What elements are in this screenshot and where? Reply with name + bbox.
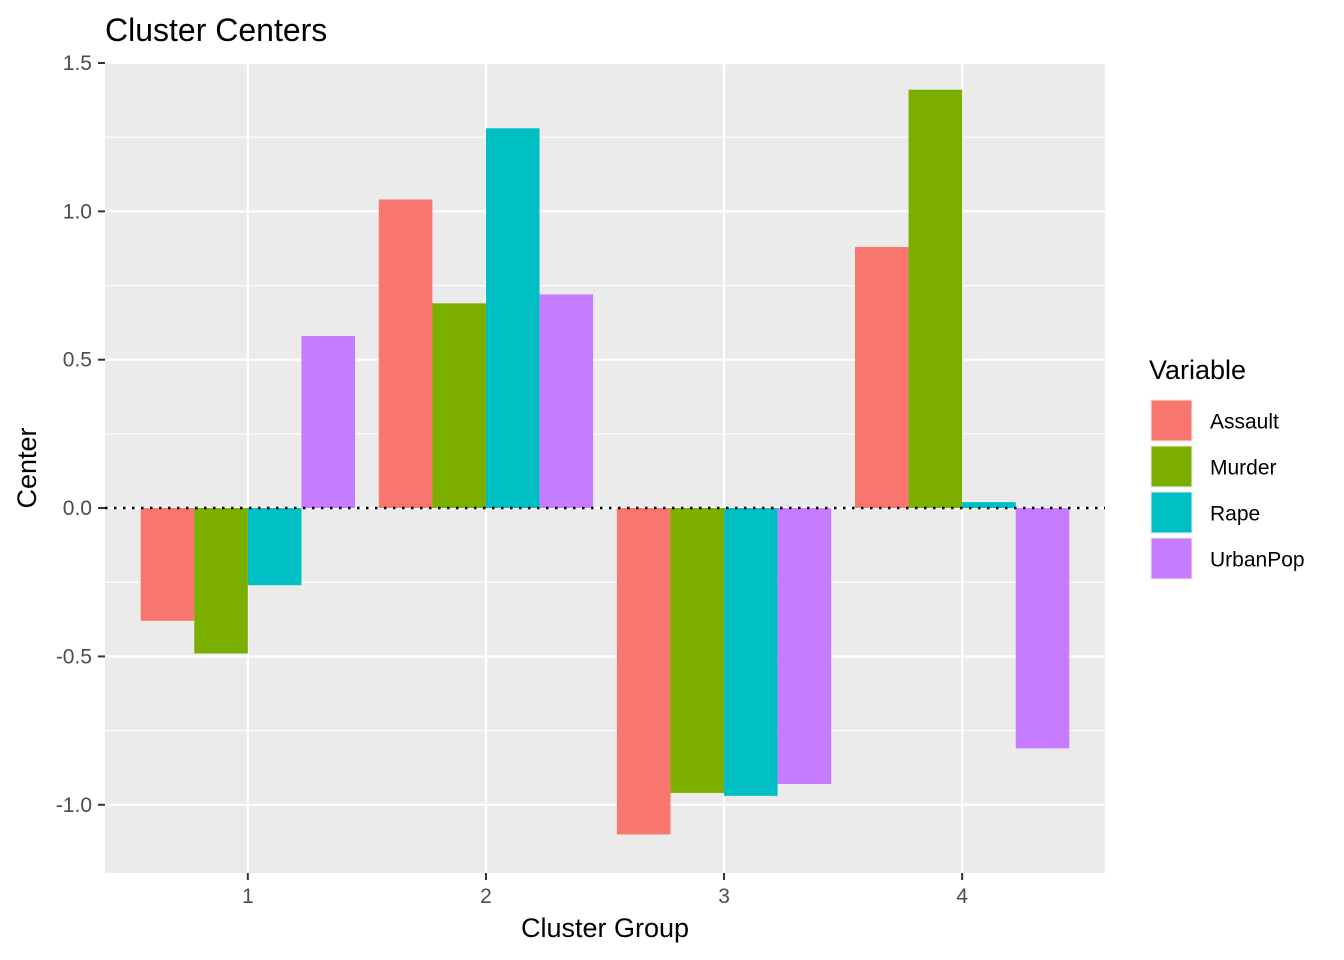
legend-label-urbanpop: UrbanPop — [1210, 549, 1305, 572]
legend-key-murder — [1151, 446, 1192, 487]
x-tick-label: 2 — [480, 885, 492, 908]
bar-assault-cluster-1 — [140, 508, 195, 621]
bar-murder-cluster-4 — [908, 89, 963, 509]
y-tick-label: 1.0 — [63, 200, 92, 223]
x-tick-label: 3 — [718, 885, 730, 908]
legend-label-assault: Assault — [1210, 411, 1279, 434]
x-axis-title: Cluster Group — [521, 913, 689, 943]
bar-rape-cluster-3 — [724, 508, 778, 796]
legend-key-urbanpop — [1151, 538, 1192, 579]
y-axis-title: Center — [12, 427, 42, 508]
legend-title: Variable — [1149, 355, 1246, 385]
bar-rape-cluster-2 — [485, 128, 540, 509]
bars — [140, 89, 1070, 835]
legend-items: Assault Murder Rape UrbanPop — [1150, 399, 1305, 580]
chart-title: Cluster Centers — [105, 12, 327, 48]
y-tick-label: 0.0 — [63, 497, 92, 520]
y-tick-label: -1.0 — [56, 794, 92, 817]
legend: Variable Assault Murder Rape UrbanPop — [1149, 355, 1305, 580]
x-tick-label: 4 — [956, 885, 968, 908]
bar-murder-cluster-2 — [432, 303, 486, 509]
legend-key-rape — [1151, 492, 1192, 533]
bar-rape-cluster-1 — [247, 508, 302, 586]
legend-label-rape: Rape — [1210, 503, 1260, 526]
bar-urbanpop-cluster-1 — [301, 335, 355, 509]
bar-urbanpop-cluster-3 — [777, 508, 832, 784]
bar-murder-cluster-3 — [670, 508, 725, 793]
bar-urbanpop-cluster-2 — [539, 294, 594, 509]
bar-assault-cluster-2 — [378, 199, 433, 509]
x-axis-ticks: 1 2 3 4 — [242, 873, 968, 908]
y-tick-label: 1.5 — [63, 52, 92, 75]
y-tick-label: -0.5 — [56, 645, 92, 668]
bar-murder-cluster-1 — [194, 508, 248, 654]
y-tick-label: 0.5 — [63, 349, 92, 372]
x-tick-label: 1 — [242, 885, 254, 908]
bar-rape-cluster-4 — [962, 502, 1016, 509]
bar-assault-cluster-3 — [616, 508, 671, 835]
legend-label-murder: Murder — [1210, 457, 1277, 480]
bar-assault-cluster-4 — [855, 246, 909, 509]
legend-key-assault — [1151, 400, 1192, 441]
bar-urbanpop-cluster-4 — [1015, 508, 1070, 749]
y-axis-ticks: -1.0 -0.5 0.0 0.5 1.0 1.5 — [56, 52, 105, 817]
